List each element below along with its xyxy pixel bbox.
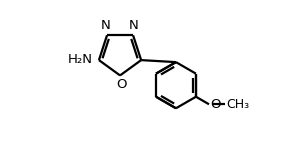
Text: N: N [101,19,111,32]
Text: N: N [129,19,139,32]
Text: O: O [116,78,127,91]
Text: CH₃: CH₃ [226,98,249,111]
Text: O: O [210,98,220,111]
Text: H₂N: H₂N [68,53,93,66]
